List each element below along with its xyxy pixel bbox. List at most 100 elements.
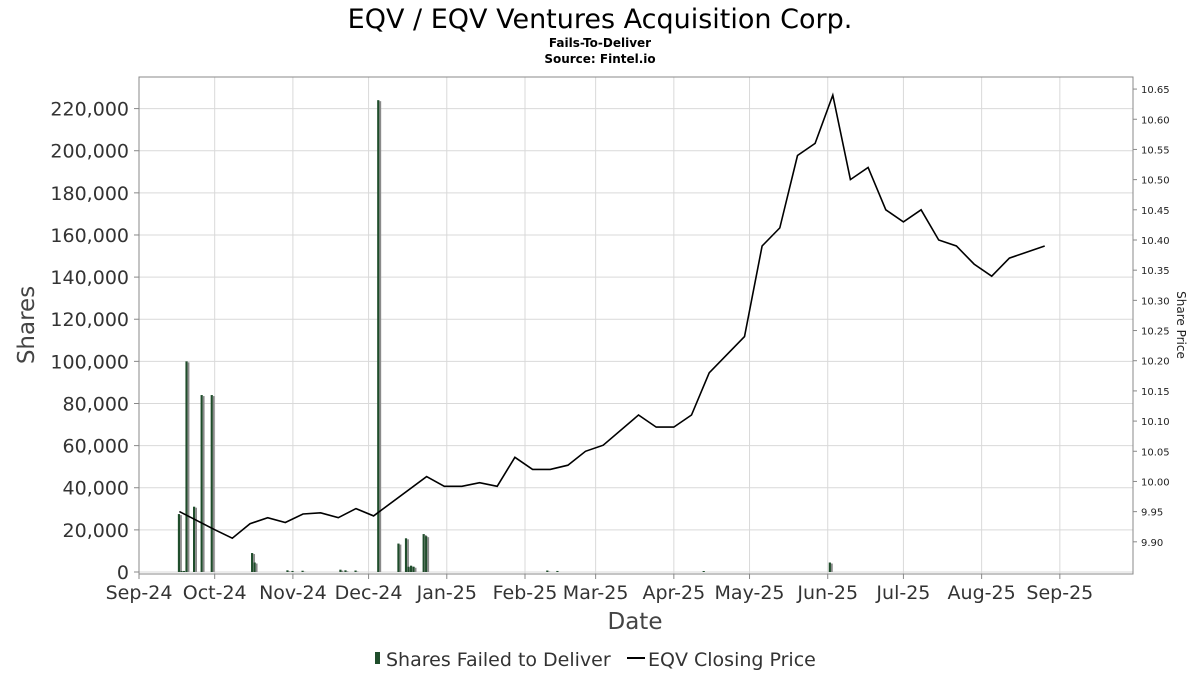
ftd-bar	[344, 570, 349, 572]
y2-tick-label: 10.20	[1141, 357, 1170, 368]
x-tick-label: Jun-25	[796, 582, 858, 604]
y2-tick-label: 10.55	[1141, 145, 1170, 156]
ftd-bar	[301, 570, 306, 572]
y2-tick-label: 10.40	[1141, 236, 1170, 247]
x-tick-label: Nov-24	[259, 582, 327, 604]
y2-tick-label: 10.30	[1141, 296, 1170, 307]
ftd-bar	[185, 361, 190, 572]
x-tick-label: Feb-25	[493, 582, 558, 604]
x-axis-title: Date	[608, 609, 663, 635]
ftd-bar-face	[702, 571, 705, 572]
ftd-bar	[200, 395, 205, 572]
ftd-bar	[404, 538, 409, 572]
ftd-bar-face	[185, 361, 188, 572]
y2-tick-label: 9.95	[1141, 508, 1163, 519]
ftd-bar-face	[354, 570, 357, 572]
ftd-bar-face	[200, 395, 203, 572]
legend-label-fails: Shares Failed to Deliver	[386, 649, 611, 671]
ftd-bar-face	[251, 553, 254, 572]
y2-tick-label: 10.65	[1141, 85, 1170, 96]
ftd-bar-shadow	[407, 539, 409, 572]
ftd-bar-shadow	[180, 515, 182, 572]
ftd-bar-shadow	[414, 567, 417, 572]
ftd-bar-face	[291, 570, 294, 572]
ftd-bar-face	[556, 570, 559, 572]
ftd-bar-shadow	[830, 563, 833, 572]
ftd-bar-shadow	[202, 396, 205, 572]
plot-area	[138, 76, 1134, 575]
ftd-bar-shadow	[341, 570, 344, 572]
ftd-bar	[339, 569, 344, 572]
ftd-bar-face	[422, 534, 425, 572]
ftd-bar-face	[286, 570, 289, 572]
ftd-bar-face	[412, 566, 415, 572]
axis-ticks: 0 20,000 40,000 60,000 80,000 100,000 120,000 1…	[50, 85, 1169, 604]
ftd-bar	[702, 571, 705, 572]
x-tick-label: Aug-25	[948, 582, 1016, 604]
y2-tick-label: 10.25	[1141, 327, 1170, 338]
y2-tick-label: 10.50	[1141, 176, 1170, 187]
y2-tick-label: 10.45	[1141, 206, 1170, 217]
ftd-bar	[397, 543, 402, 572]
closing-price-line	[179, 92, 1045, 540]
y-tick-label: 200,000	[50, 141, 129, 163]
chart-title: EQV / EQV Ventures Acquisition Corp.	[348, 4, 853, 35]
y2-tick-label: 10.00	[1141, 477, 1170, 488]
chart-subtitle: Fails-To-Deliver	[549, 36, 651, 50]
y-tick-label: 140,000	[50, 267, 129, 289]
y-tick-label: 220,000	[50, 99, 129, 121]
y-tick-label: 100,000	[50, 351, 129, 373]
ftd-bar-face	[177, 514, 181, 572]
y2-tick-label: 9.90	[1141, 538, 1163, 549]
ftd-bar	[546, 570, 551, 572]
ftd-bar-shadow	[427, 537, 430, 572]
ftd-bar-face	[210, 395, 213, 572]
y-tick-label: 80,000	[63, 393, 129, 415]
x-tick-label: May-25	[715, 582, 785, 604]
x-tick-label: Jan-25	[416, 582, 477, 604]
y-tick-label: 40,000	[63, 478, 129, 500]
y2-tick-label: 10.10	[1141, 417, 1170, 428]
ftd-bar-face	[407, 566, 410, 572]
ftd-bar-shadow	[255, 563, 258, 572]
ftd-bar	[177, 514, 182, 572]
chart-source: Source: Fintel.io	[544, 52, 655, 66]
grid	[138, 77, 1133, 574]
legend-label-price: EQV Closing Price	[648, 649, 816, 671]
ftd-bar	[253, 562, 258, 572]
ftd-bar-shadow	[346, 571, 349, 572]
ftd-bar	[210, 395, 215, 572]
y-tick-label: 160,000	[50, 225, 129, 247]
x-tick-label: Sep-25	[1026, 582, 1093, 604]
x-tick-label: Sep-24	[106, 582, 173, 604]
ftd-bar-shadow	[379, 101, 382, 572]
ftd-bar-shadow	[187, 362, 190, 572]
ftd-bar-shadow	[195, 507, 198, 572]
ftd-bar	[286, 570, 291, 572]
closing-price-line-layer	[179, 92, 1045, 540]
ftd-bar-face	[182, 570, 186, 572]
y2-axis-title: Share Price	[1174, 291, 1188, 359]
fails-to-deliver-bars	[177, 100, 833, 572]
x-tick-label: Jul-25	[875, 582, 930, 604]
ftd-bar	[425, 536, 430, 572]
ftd-bar	[412, 566, 417, 572]
ftd-bar-face	[409, 565, 413, 572]
y-tick-label: 60,000	[63, 436, 129, 458]
ftd-bar-face	[301, 570, 304, 572]
ftd-bar-shadow	[399, 544, 402, 572]
ftd-bar-face	[344, 570, 347, 572]
legend-bar-swatch	[375, 652, 380, 664]
ftd-bar-face	[397, 543, 400, 572]
ftd-bar	[193, 506, 198, 572]
x-tick-label: Mar-25	[563, 582, 629, 604]
y2-tick-label: 10.15	[1141, 387, 1170, 398]
ftd-bar-face	[546, 570, 549, 572]
ftd-bar	[556, 570, 561, 572]
ftd-bar	[377, 100, 382, 572]
y2-tick-label: 10.60	[1141, 115, 1170, 126]
y-tick-label: 180,000	[50, 183, 129, 205]
x-tick-label: Oct-24	[183, 582, 247, 604]
ftd-bar	[291, 570, 296, 572]
